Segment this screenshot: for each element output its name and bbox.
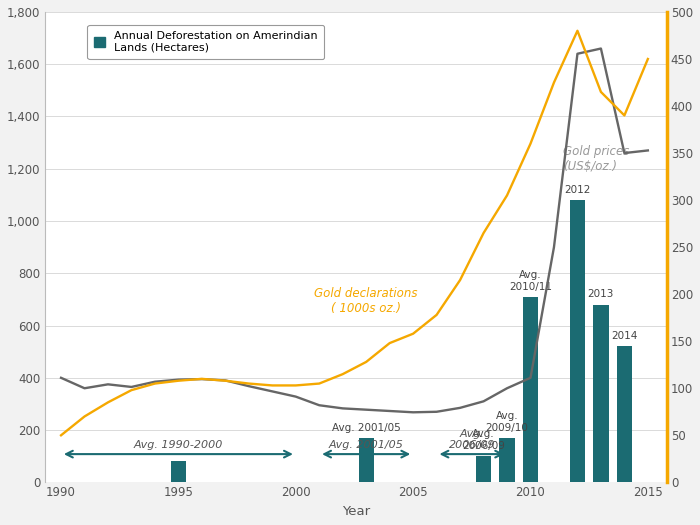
- Text: Gold declarations
( 1000s oz.): Gold declarations ( 1000s oz.): [314, 287, 418, 315]
- Legend: Annual Deforestation on Amerindian
Lands (Hectares): Annual Deforestation on Amerindian Lands…: [88, 25, 324, 59]
- Bar: [358, 438, 374, 482]
- Text: Avg.
2006/09: Avg. 2006/09: [462, 429, 505, 451]
- Bar: [476, 456, 491, 482]
- Text: Avg.
2010/11: Avg. 2010/11: [509, 270, 552, 291]
- Text: Avg. 2001/05: Avg. 2001/05: [332, 423, 400, 433]
- Text: Avg. 2001/05: Avg. 2001/05: [329, 440, 404, 450]
- Text: Avg.
2006/09: Avg. 2006/09: [449, 428, 495, 450]
- Bar: [594, 304, 608, 482]
- Text: 2013: 2013: [588, 289, 614, 299]
- Text: 2012: 2012: [564, 185, 591, 195]
- Text: Avg. 1990-2000: Avg. 1990-2000: [134, 440, 223, 450]
- Bar: [499, 438, 514, 482]
- Text: Gold prices
(US$/oz.): Gold prices (US$/oz.): [564, 145, 630, 173]
- Text: Avg.
2009/10: Avg. 2009/10: [486, 411, 528, 433]
- Bar: [171, 461, 186, 482]
- Text: 2014: 2014: [611, 331, 638, 341]
- Bar: [523, 297, 538, 482]
- X-axis label: Year: Year: [342, 505, 370, 518]
- Bar: [570, 200, 585, 482]
- Bar: [617, 346, 632, 482]
